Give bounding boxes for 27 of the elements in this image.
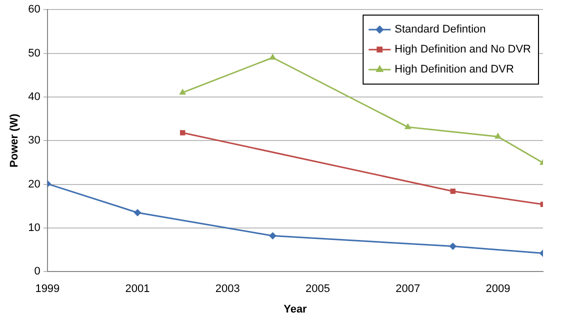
point bbox=[134, 209, 142, 216]
y-tick-label: 20 bbox=[28, 178, 40, 190]
x-tick-label: 1999 bbox=[35, 283, 60, 296]
y-tick-label: 0 bbox=[34, 266, 40, 278]
point bbox=[269, 232, 276, 240]
y-tick-label: 30 bbox=[28, 134, 40, 147]
y-tick-label: 40 bbox=[28, 90, 40, 103]
legend-label: High Definition and DVR bbox=[394, 64, 514, 76]
point bbox=[450, 188, 456, 194]
y-tick-label: 60 bbox=[28, 4, 40, 16]
point bbox=[179, 89, 186, 95]
x-axis-title: Year bbox=[284, 303, 308, 316]
x-tick-label: 2003 bbox=[215, 283, 240, 296]
y-axis-title: Power (W) bbox=[8, 113, 21, 168]
x-tick-label: 2001 bbox=[125, 283, 150, 296]
legend-label: Standard Defintion bbox=[394, 24, 486, 36]
point bbox=[494, 133, 502, 139]
y-tick-label: 50 bbox=[28, 47, 40, 60]
x-tick-label: 2005 bbox=[306, 283, 330, 296]
point bbox=[404, 124, 411, 130]
point bbox=[270, 54, 276, 60]
y-tick-label: 10 bbox=[28, 222, 40, 234]
x-tick-label: 2007 bbox=[396, 283, 420, 296]
legend-label: High Definition and No DVR bbox=[394, 44, 532, 56]
point bbox=[449, 242, 456, 250]
x-tick-label: 2009 bbox=[486, 283, 510, 296]
point bbox=[180, 130, 186, 136]
